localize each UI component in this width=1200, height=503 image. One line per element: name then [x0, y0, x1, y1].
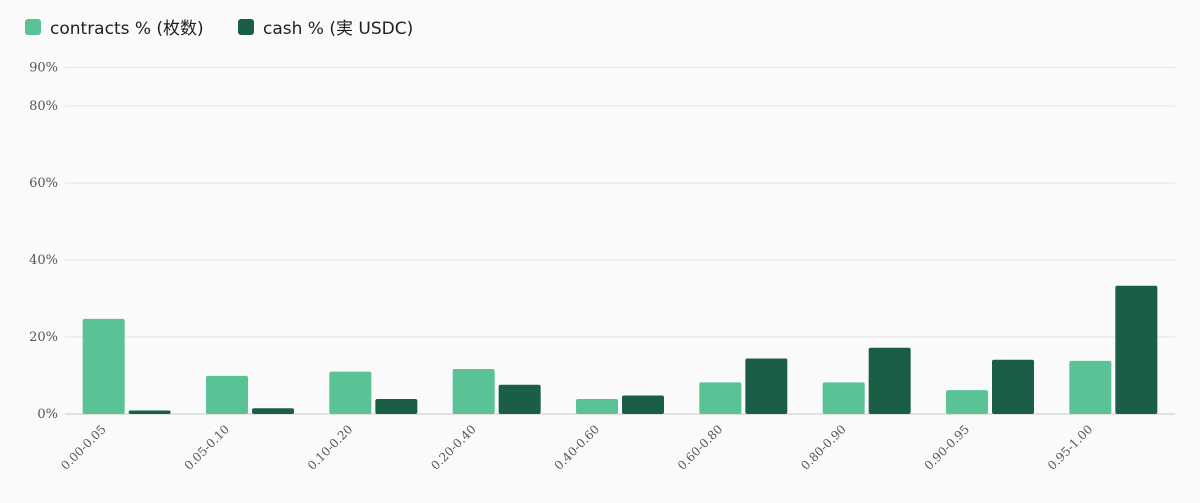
- legend-swatch-1: [25, 19, 41, 35]
- bar-cash-0.10-0.20: [375, 398, 418, 414]
- bar-contracts-0.95-1.00: [1069, 360, 1112, 414]
- legend-label-2: cash % (実 USDC): [263, 19, 413, 39]
- bar-contracts-0.20-0.40: [452, 368, 495, 414]
- x-tick-label: 0.10-0.20: [305, 422, 356, 473]
- gridlines: [65, 67, 1175, 415]
- bar-contracts-0.90-0.95: [946, 390, 988, 414]
- x-axis: 0.00-0.05 0.05-0.10 0.10-0.20 0.20-0.40 0.40…: [58, 422, 1095, 473]
- legend-swatch-2: [238, 19, 254, 35]
- bar-cash-0.60-0.80: [745, 358, 788, 414]
- bar-cash-0.80-0.90: [868, 347, 911, 414]
- legend-label-1: contracts % (枚数): [50, 19, 204, 39]
- bar-cash-0.00-0.05: [128, 410, 171, 414]
- x-tick-label: 0.05-0.10: [182, 422, 233, 473]
- x-tick-label: 0.20-0.40: [428, 422, 479, 473]
- bar-contracts-0.80-0.90: [822, 382, 865, 414]
- x-tick-label: 0.40-0.60: [552, 422, 603, 473]
- x-tick-label: 0.00-0.05: [58, 422, 109, 473]
- y-axis: 0% 20% 40% 60% 80% 90%: [29, 61, 58, 423]
- y-tick-label: 90%: [29, 61, 58, 76]
- x-tick-label: 0.90-0.95: [922, 422, 973, 473]
- y-tick-label: 80%: [29, 99, 58, 114]
- x-tick-label: 0.95-1.00: [1045, 422, 1096, 473]
- bar-cash-0.20-0.40: [498, 384, 541, 414]
- bar-cash-0.05-0.10: [252, 408, 294, 414]
- y-tick-label: 60%: [29, 176, 58, 191]
- y-tick-label: 40%: [29, 253, 58, 268]
- x-tick-label: 0.60-0.80: [675, 422, 726, 473]
- bar-contracts-0.60-0.80: [699, 382, 742, 414]
- bars: [82, 285, 1158, 414]
- bar-contracts-0.05-0.10: [206, 375, 248, 414]
- chart-legend: contracts % (枚数) cash % (実 USDC): [25, 19, 413, 39]
- bar-cash-0.40-0.60: [622, 395, 664, 414]
- bar-cash-0.95-1.00: [1115, 285, 1158, 414]
- y-tick-label: 20%: [29, 330, 58, 345]
- bar-contracts-0.10-0.20: [329, 371, 372, 414]
- bar-contracts-0.40-0.60: [576, 398, 618, 414]
- y-tick-label: 0%: [37, 407, 58, 422]
- bar-cash-0.90-0.95: [992, 359, 1034, 414]
- x-tick-label: 0.80-0.90: [798, 422, 849, 473]
- bar-contracts-0.00-0.05: [82, 318, 125, 414]
